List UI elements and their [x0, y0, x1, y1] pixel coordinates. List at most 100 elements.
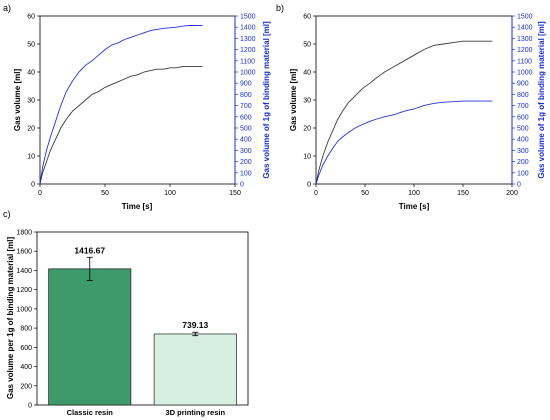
c-ytick-label: 1000 — [16, 306, 32, 313]
b-ytick-label: 60 — [303, 14, 311, 21]
a-y2tick-label: 400 — [240, 137, 252, 144]
a-series-blue-line — [39, 25, 203, 185]
a-y2tick-label: 300 — [240, 148, 252, 155]
a-xtick-label: 50 — [101, 190, 109, 197]
b-y2tick-label: 100 — [517, 170, 529, 177]
bar-classic-resin — [48, 268, 132, 406]
a-y2tick-label: 200 — [240, 159, 252, 166]
a-y2tick-label: 800 — [240, 92, 252, 99]
a-y2tick-label: 700 — [240, 103, 252, 110]
category-label: 3D printing resin — [165, 408, 225, 417]
category-label: Classic resin — [67, 408, 114, 417]
chart-b-series — [315, 40, 493, 185]
b-xtick-label: 0 — [314, 190, 318, 197]
chart-a-ylabel: Gas volume [ml] — [13, 69, 22, 132]
b-xtick-label: 150 — [457, 190, 469, 197]
c-ytick-label: 1400 — [16, 268, 32, 275]
b-y2tick-label: 600 — [517, 114, 529, 121]
chart-c-y-ticks: 0 200 400 600 800 1000 1200 1400 1600 1800 — [16, 230, 37, 410]
a-xtick-label: 150 — [229, 190, 241, 197]
b-y2tick-label: 700 — [517, 103, 529, 110]
b-ytick-label: 20 — [303, 126, 311, 133]
b-y2tick-label: 200 — [517, 159, 529, 166]
c-ytick-label: 1800 — [16, 230, 32, 237]
b-y2tick-label: 1300 — [517, 36, 533, 43]
b-y2tick-label: 900 — [517, 81, 529, 88]
chart-b-y-ticks: 0 10 20 30 40 50 60 — [303, 14, 316, 189]
chart-a-y2label: Gas volume of 1g of binding material [ml… — [262, 21, 271, 179]
chart-c-frame — [36, 231, 249, 406]
a-ytick-label: 0 — [31, 182, 35, 189]
b-y2tick-label: 800 — [517, 92, 529, 99]
b-ytick-label: 50 — [303, 42, 311, 49]
c-ytick-label: 600 — [20, 345, 32, 352]
chart-a-x-ticks: 0 50 100 150 — [38, 184, 241, 197]
b-series-blue-line — [315, 100, 493, 185]
a-ytick-label: 30 — [27, 98, 35, 105]
a-series-black-line — [39, 65, 203, 185]
b-xtick-label: 50 — [361, 190, 369, 197]
a-ytick-label: 20 — [27, 126, 35, 133]
c-ytick-label: 0 — [28, 403, 32, 410]
a-xtick-label: 100 — [164, 190, 176, 197]
a-y2tick-label: 900 — [240, 81, 252, 88]
chart-a-series — [39, 25, 203, 185]
bar-3d-printing-resin — [153, 333, 237, 406]
b-y2tick-label: 300 — [517, 148, 529, 155]
bar-value-label: 739.13 — [182, 320, 208, 330]
chart-b-ylabel: Gas volume [ml] — [289, 69, 298, 132]
a-y2tick-label: 1100 — [240, 58, 255, 65]
b-y2tick-label: 500 — [517, 126, 529, 133]
b-ytick-label: 0 — [307, 182, 311, 189]
b-y2tick-label: 1100 — [517, 58, 532, 65]
chart-a-frame — [39, 15, 236, 185]
b-y2tick-label: 1400 — [517, 25, 533, 32]
panel-a-label: a) — [3, 3, 11, 13]
a-ytick-label: 60 — [27, 14, 35, 21]
b-ytick-label: 10 — [303, 154, 311, 161]
a-y2tick-label: 600 — [240, 114, 252, 121]
a-y2tick-label: 500 — [240, 126, 252, 133]
panel-b-label: b) — [276, 3, 284, 13]
bar-value-label: 1416.67 — [74, 245, 105, 255]
b-y2tick-label: 1500 — [517, 14, 533, 21]
a-y2tick-label: 1400 — [240, 25, 256, 32]
c-ytick-label: 1200 — [16, 287, 32, 294]
b-y2tick-label: 1200 — [517, 47, 533, 54]
a-ytick-label: 40 — [27, 70, 35, 77]
chart-c-categories: Classic resin 3D printing resin — [67, 408, 226, 417]
chart-c-bars: 1416.67 739.13 — [48, 245, 237, 406]
a-ytick-label: 50 — [27, 42, 35, 49]
a-ytick-label: 10 — [27, 154, 35, 161]
a-y2tick-label: 1000 — [240, 70, 256, 77]
b-ytick-label: 30 — [303, 98, 311, 105]
a-y2tick-label: 100 — [240, 170, 252, 177]
b-y2tick-label: 400 — [517, 137, 529, 144]
chart-c: 0 200 400 600 800 1000 1200 1400 1600 1800 1416.6… — [6, 230, 249, 417]
chart-b-y2label: Gas volume of 1g of binding material [ml… — [537, 21, 546, 179]
chart-a: 0 50 100 150 0 10 20 30 40 50 60 0 100 200 300 400 500… — [13, 14, 271, 212]
a-y2tick-label: 1300 — [240, 36, 256, 43]
a-xtick-label: 0 — [38, 190, 42, 197]
chart-a-y-ticks: 0 10 20 30 40 50 60 — [27, 14, 40, 189]
chart-a-xlabel: Time [s] — [122, 202, 153, 211]
c-ytick-label: 800 — [20, 326, 32, 333]
chart-b-y2-ticks: 0 100 200 300 400 500 600 700 800 900 1000 1100 1200… — [512, 14, 533, 189]
b-series-black-line — [315, 40, 493, 185]
c-ytick-label: 400 — [20, 364, 32, 371]
a-y2tick-label: 1500 — [240, 14, 256, 21]
panel-c-label: c) — [3, 209, 11, 219]
c-ytick-label: 200 — [20, 383, 32, 390]
chart-b-xlabel: Time [s] — [399, 202, 430, 211]
c-ytick-label: 1600 — [16, 249, 32, 256]
b-ytick-label: 40 — [303, 70, 311, 77]
b-xtick-label: 100 — [408, 190, 420, 197]
b-y2tick-label: 0 — [517, 182, 521, 189]
chart-c-ylabel: Gas volume per 1g of binding material [m… — [6, 237, 15, 400]
chart-b: 0 50 100 150 200 0 10 20 30 40 50 60 0 100 200 300 400… — [289, 14, 546, 212]
b-xtick-label: 200 — [506, 190, 518, 197]
chart-a-y2-ticks: 0 100 200 300 400 500 600 700 800 900 1000 1100 1200… — [235, 14, 256, 189]
chart-b-x-ticks: 0 50 100 150 200 — [314, 184, 518, 197]
b-y2tick-label: 1000 — [517, 70, 533, 77]
